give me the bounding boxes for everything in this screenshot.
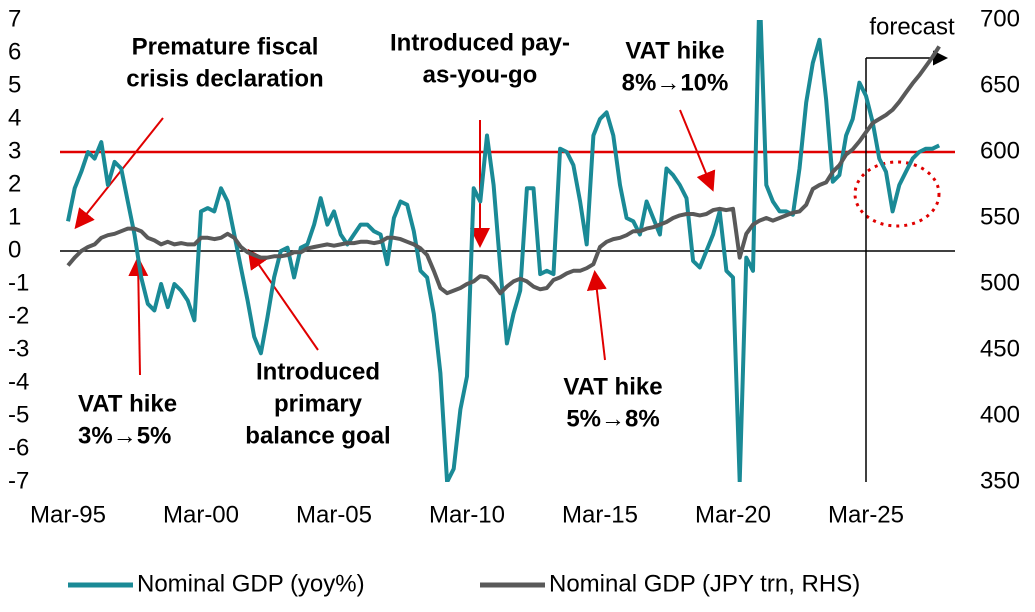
- annotation: Introduced: [256, 358, 380, 385]
- legend-label: Nominal GDP (JPY trn, RHS): [549, 570, 860, 597]
- annotation: primary: [274, 390, 363, 417]
- y2-tick-label: 400: [980, 401, 1020, 428]
- y2-tick-label: 700: [980, 5, 1020, 32]
- y2-tick-label: 650: [980, 71, 1020, 98]
- y-tick-label: -7: [8, 467, 29, 494]
- y-tick-label: 1: [8, 203, 21, 230]
- y-tick-label: 5: [8, 71, 21, 98]
- y-tick-label: -4: [8, 368, 29, 395]
- x-tick-label: Mar-25: [828, 501, 904, 528]
- annotation: VAT hike: [78, 390, 177, 417]
- annotation: Premature fiscal: [132, 33, 319, 60]
- y2-tick-label: 350: [980, 467, 1020, 494]
- annotation: VAT hike: [563, 373, 662, 400]
- x-tick-label: Mar-20: [695, 501, 771, 528]
- forecast-label: forecast: [869, 13, 955, 40]
- legend-label: Nominal GDP (yoy%): [137, 570, 365, 597]
- y-tick-label: 7: [8, 5, 21, 32]
- annotation: 3%→5%: [78, 422, 171, 449]
- x-tick-label: Mar-00: [163, 501, 239, 528]
- y2-tick-label: 550: [980, 203, 1020, 230]
- y-tick-label: 6: [8, 38, 21, 65]
- annotation: as-you-go: [423, 61, 538, 88]
- x-tick-label: Mar-10: [429, 501, 505, 528]
- series-line: [66, 20, 941, 482]
- x-tick-label: Mar-05: [296, 501, 372, 528]
- x-tick-label: Mar-95: [30, 501, 106, 528]
- y2-tick-label: 450: [980, 335, 1020, 362]
- y-tick-label: -1: [8, 269, 29, 296]
- y-tick-label: 2: [8, 170, 21, 197]
- x-tick-label: Mar-15: [562, 501, 638, 528]
- annotation: 8%→10%: [622, 69, 729, 96]
- y-tick-label: -6: [8, 434, 29, 461]
- y-tick-label: -2: [8, 302, 29, 329]
- y-tick-label: 4: [8, 104, 21, 131]
- annotation: 5%→8%: [566, 405, 659, 432]
- y-tick-label: -5: [8, 401, 29, 428]
- annotation: VAT hike: [625, 37, 724, 64]
- y-tick-label: 0: [8, 236, 21, 263]
- y-tick-label: 3: [8, 137, 21, 164]
- highlight-circle: [853, 160, 941, 228]
- annotation: balance goal: [245, 422, 390, 449]
- y2-tick-label: 500: [980, 269, 1020, 296]
- annotation: crisis declaration: [126, 65, 323, 92]
- y2-tick-label: 600: [980, 137, 1020, 164]
- series-line: [66, 45, 941, 296]
- y-tick-label: -3: [8, 335, 29, 362]
- plot-area: [66, 20, 941, 482]
- annotation: Introduced pay-: [390, 29, 570, 56]
